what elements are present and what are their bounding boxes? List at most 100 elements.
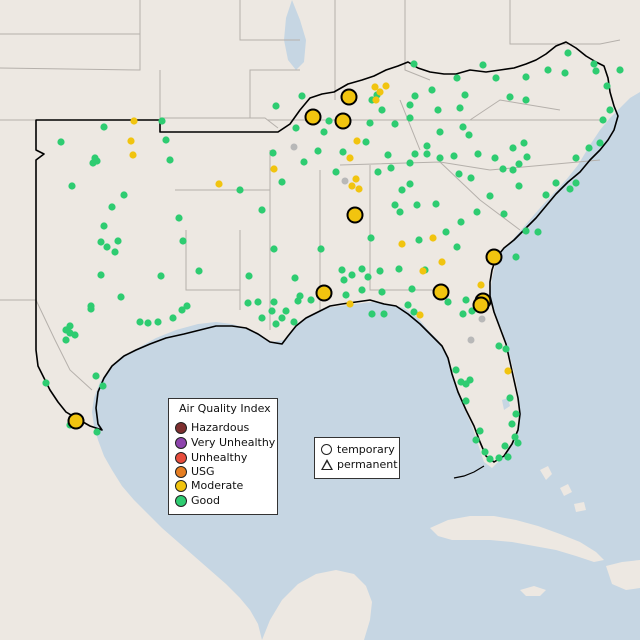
site-marker-moderate[interactable]	[372, 96, 380, 104]
site-marker-good[interactable]	[406, 180, 414, 188]
site-marker-moderate-temporary[interactable]	[485, 248, 503, 266]
site-marker-moderate-temporary[interactable]	[334, 112, 352, 130]
site-marker-good[interactable]	[456, 104, 464, 112]
site-marker-moderate-temporary[interactable]	[340, 88, 358, 106]
site-marker-moderate[interactable]	[270, 165, 278, 173]
site-marker-good[interactable]	[332, 168, 340, 176]
site-marker-moderate[interactable]	[346, 154, 354, 162]
site-marker-good[interactable]	[362, 138, 370, 146]
site-marker-good[interactable]	[195, 267, 203, 275]
site-marker-good[interactable]	[522, 96, 530, 104]
site-marker-good[interactable]	[472, 436, 480, 444]
site-marker-good[interactable]	[162, 136, 170, 144]
site-marker-moderate[interactable]	[352, 175, 360, 183]
site-marker-good[interactable]	[97, 271, 105, 279]
site-marker-good[interactable]	[278, 178, 286, 186]
site-marker-good[interactable]	[300, 158, 308, 166]
site-marker-good[interactable]	[258, 206, 266, 214]
site-marker-good[interactable]	[508, 420, 516, 428]
site-marker-good[interactable]	[269, 149, 277, 157]
site-marker-good[interactable]	[462, 296, 470, 304]
site-marker-good[interactable]	[457, 218, 465, 226]
site-marker-good[interactable]	[566, 185, 574, 193]
site-marker-good[interactable]	[57, 138, 65, 146]
site-marker-good[interactable]	[325, 117, 333, 125]
site-marker-good[interactable]	[491, 154, 499, 162]
site-marker-good[interactable]	[374, 168, 382, 176]
site-marker-good[interactable]	[473, 208, 481, 216]
site-marker-good[interactable]	[117, 293, 125, 301]
site-marker-good[interactable]	[406, 114, 414, 122]
site-marker-good[interactable]	[514, 439, 522, 447]
site-marker-moderate[interactable]	[130, 117, 138, 125]
site-marker-good[interactable]	[411, 92, 419, 100]
site-marker-good[interactable]	[520, 139, 528, 147]
site-marker-good[interactable]	[307, 296, 315, 304]
site-marker-moderate[interactable]	[215, 180, 223, 188]
site-marker-good[interactable]	[66, 322, 74, 330]
site-marker-good[interactable]	[504, 453, 512, 461]
site-marker-good[interactable]	[411, 150, 419, 158]
site-marker-good[interactable]	[442, 228, 450, 236]
site-marker-good[interactable]	[415, 236, 423, 244]
site-marker-good[interactable]	[461, 91, 469, 99]
site-marker-good[interactable]	[120, 191, 128, 199]
site-marker-good[interactable]	[423, 142, 431, 150]
site-marker-good[interactable]	[282, 307, 290, 315]
site-marker-moderate[interactable]	[346, 300, 354, 308]
site-marker-good[interactable]	[523, 153, 531, 161]
site-marker-good[interactable]	[408, 285, 416, 293]
site-marker-good[interactable]	[462, 397, 470, 405]
site-marker-good[interactable]	[512, 253, 520, 261]
site-marker-good[interactable]	[290, 318, 298, 326]
site-marker-good[interactable]	[358, 286, 366, 294]
site-marker-good[interactable]	[97, 238, 105, 246]
site-marker-good[interactable]	[492, 74, 500, 82]
site-marker-good[interactable]	[292, 124, 300, 132]
site-marker-good[interactable]	[244, 299, 252, 307]
site-marker-good[interactable]	[93, 428, 101, 436]
site-marker-good[interactable]	[476, 427, 484, 435]
site-marker-good[interactable]	[298, 92, 306, 100]
site-marker-moderate[interactable]	[127, 137, 135, 145]
site-marker-good[interactable]	[564, 49, 572, 57]
site-marker-good[interactable]	[114, 237, 122, 245]
site-marker-good[interactable]	[358, 265, 366, 273]
site-marker-good[interactable]	[108, 203, 116, 211]
site-marker-good[interactable]	[509, 144, 517, 152]
site-marker-moderate[interactable]	[355, 185, 363, 193]
site-marker-good[interactable]	[542, 191, 550, 199]
site-marker-moderate[interactable]	[353, 137, 361, 145]
site-marker-moderate[interactable]	[419, 267, 427, 275]
site-marker-good[interactable]	[42, 379, 50, 387]
site-marker-good[interactable]	[406, 159, 414, 167]
site-marker-moderate-temporary[interactable]	[432, 283, 450, 301]
site-marker-good[interactable]	[366, 119, 374, 127]
site-marker-good[interactable]	[364, 273, 372, 281]
site-marker-good[interactable]	[348, 271, 356, 279]
site-marker-good[interactable]	[144, 319, 152, 327]
site-marker-good[interactable]	[410, 60, 418, 68]
site-marker-good[interactable]	[561, 69, 569, 77]
site-marker-good[interactable]	[506, 93, 514, 101]
site-marker-good[interactable]	[93, 157, 101, 165]
site-marker-good[interactable]	[592, 67, 600, 75]
site-marker-good[interactable]	[509, 166, 517, 174]
site-marker-good[interactable]	[376, 267, 384, 275]
site-marker-good[interactable]	[103, 243, 111, 251]
site-marker-good[interactable]	[272, 320, 280, 328]
site-marker-good[interactable]	[404, 301, 412, 309]
site-marker-good[interactable]	[522, 73, 530, 81]
site-marker-moderate[interactable]	[398, 240, 406, 248]
site-marker-moderate[interactable]	[371, 83, 379, 91]
site-marker-good[interactable]	[452, 366, 460, 374]
site-marker-good[interactable]	[296, 292, 304, 300]
site-marker-good[interactable]	[68, 182, 76, 190]
site-marker-good[interactable]	[453, 74, 461, 82]
site-marker-good[interactable]	[136, 318, 144, 326]
site-marker-good[interactable]	[495, 342, 503, 350]
site-marker-good[interactable]	[544, 66, 552, 74]
site-marker-good[interactable]	[499, 165, 507, 173]
site-marker-moderate-temporary[interactable]	[472, 296, 490, 314]
